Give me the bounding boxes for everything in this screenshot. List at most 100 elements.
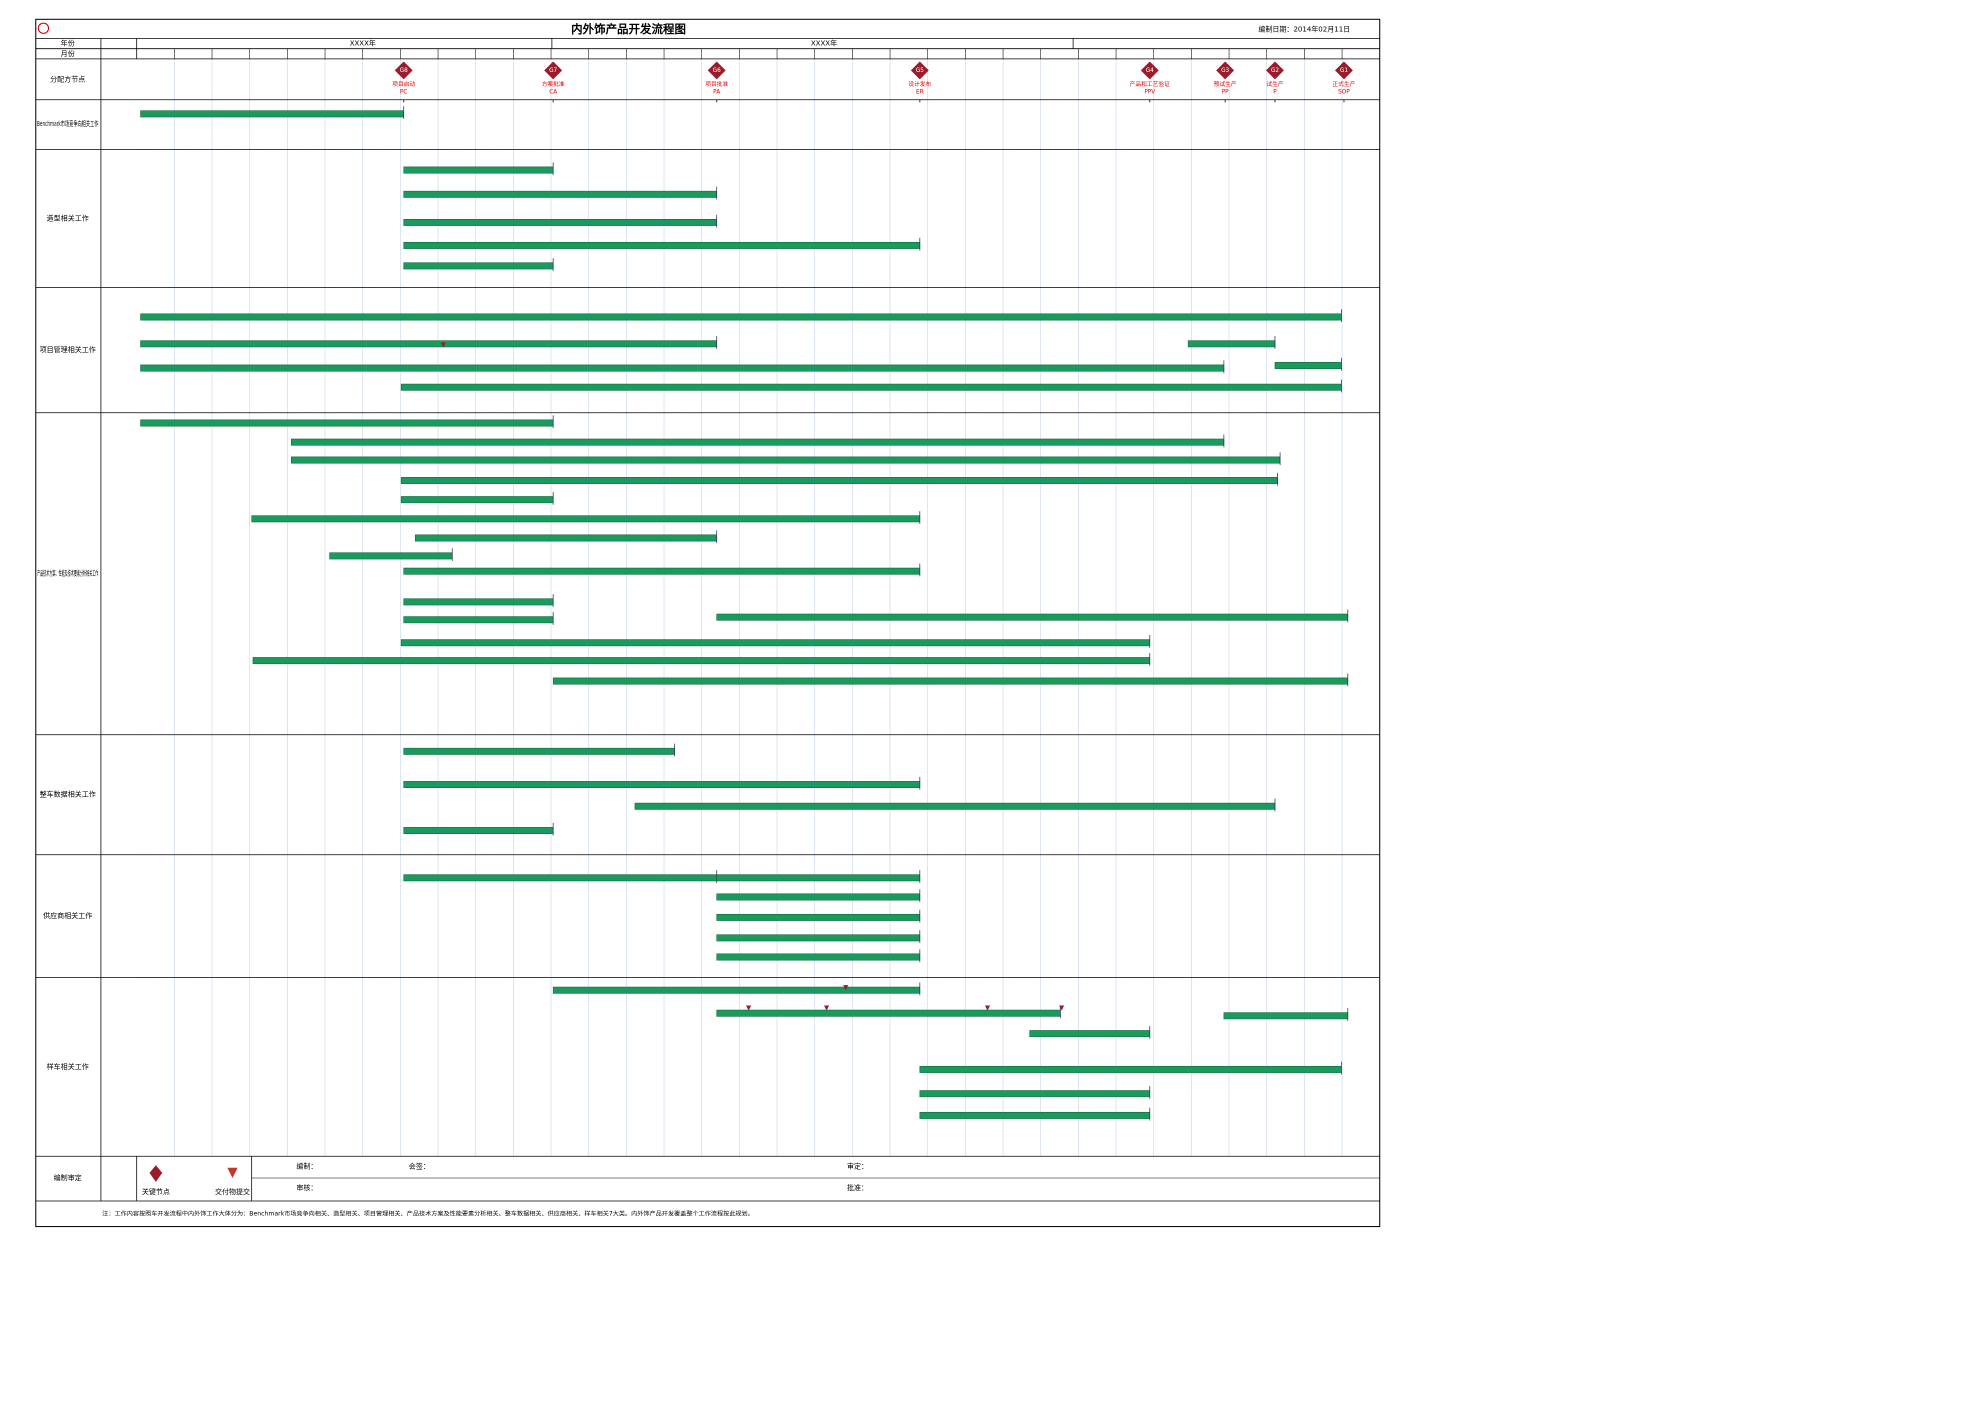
task-bar [400, 383, 1342, 391]
task-bar [403, 781, 921, 788]
deliverable-marker [843, 985, 849, 991]
milestone-code: G8 [400, 68, 408, 74]
milestone-name: 正式生产 [1332, 80, 1355, 88]
row-label: 供应商相关工作 [43, 911, 92, 920]
logo [37, 22, 50, 34]
task-bar [403, 262, 554, 270]
milestone-name: 产品和工艺验证 [1130, 80, 1170, 88]
title: 内外饰产品开发流程图 [571, 22, 686, 36]
frame [35, 18, 1381, 1228]
task-bar [140, 313, 1342, 321]
milestone-name: 试生产 [1266, 80, 1283, 88]
legend-triangle [227, 1167, 238, 1179]
task-bar [716, 1009, 1061, 1017]
deliverable-marker [824, 1005, 830, 1011]
year: XXXX年 [350, 39, 376, 48]
task-bar [400, 639, 1151, 647]
milestone-abbr: SOP [1338, 90, 1350, 96]
milestone-code: G5 [916, 68, 924, 74]
row-label: 样车相关工作 [47, 1062, 89, 1071]
task-bar [716, 893, 921, 901]
task-bar [403, 166, 554, 174]
milestone-code: G6 [713, 68, 721, 74]
milestone-name: 项目批准 [705, 80, 728, 88]
row-label: 项目管理相关工作 [40, 345, 96, 354]
milestone-abbr: PPV [1144, 90, 1155, 96]
task-bar [291, 456, 1281, 464]
milestone-diamond [707, 61, 726, 80]
milestone-name: 项目启动 [392, 80, 415, 88]
task-bar [552, 986, 921, 994]
row-label: 整车数据相关工作 [40, 790, 96, 799]
task-bar [1187, 340, 1276, 348]
milestone-code: G3 [1221, 68, 1229, 74]
row-label: 产品技术方案、性能及技术要素分析相关工作 [37, 569, 98, 578]
signoff-field: 编制： [296, 1162, 317, 1171]
milestone-name: 设计发布 [908, 80, 931, 88]
task-bar [919, 1065, 1342, 1073]
row-label: 造型相关工作 [47, 214, 89, 223]
task-bar [919, 1111, 1151, 1119]
task-bar [140, 340, 717, 348]
task-bar [329, 552, 453, 560]
signoff-field: 审定： [847, 1162, 868, 1171]
milestone-code: G4 [1146, 68, 1154, 74]
milestone-name: 方案批准 [542, 80, 565, 88]
task-bar [403, 218, 717, 226]
signoff-field: 审核： [296, 1183, 317, 1192]
task-bar [403, 827, 554, 834]
milestone-diamond [1335, 61, 1353, 80]
deliverable-marker [984, 1005, 991, 1011]
milestone-abbr: PA [713, 90, 720, 96]
signoff-field: 会签： [409, 1162, 430, 1171]
deliverable-marker [746, 1005, 752, 1011]
milestone-diamond [394, 61, 413, 80]
task-bar [400, 477, 1278, 484]
task-bar [414, 534, 717, 542]
task-bar [634, 802, 1276, 810]
task-bar [1223, 1012, 1349, 1020]
label: 月份 [61, 49, 75, 58]
row-label: 分配方节点 [50, 74, 85, 83]
task-bar [403, 598, 554, 606]
task-bar [552, 677, 1349, 685]
milestone-diamond [1216, 61, 1235, 80]
task-bar [716, 874, 921, 882]
task-bar [403, 874, 717, 882]
task-bar [291, 438, 1225, 446]
milestone-code: G2 [1271, 68, 1279, 74]
legend-label: 交付物提交 [215, 1187, 250, 1196]
legend-label: 关键节点 [142, 1187, 170, 1196]
task-bar [716, 953, 921, 961]
task-bar [919, 1090, 1151, 1098]
milestone-diamond [910, 61, 929, 80]
milestone-code: G7 [549, 68, 557, 74]
milestone-abbr: PP [1222, 90, 1229, 96]
task-bar [403, 567, 921, 575]
row-label: Benchmark市场竞争向相关工作 [37, 119, 98, 128]
task-bar [716, 934, 921, 942]
task-bar [1029, 1030, 1151, 1038]
signoff-field: 批准： [847, 1183, 868, 1192]
label: 年份 [61, 39, 75, 48]
year: XXXX年 [811, 39, 837, 48]
task-bar [403, 747, 675, 755]
deliverable-marker [1059, 1005, 1065, 1011]
task-bar [403, 616, 554, 624]
task-bar [1274, 362, 1342, 369]
legend-diamond [149, 1165, 163, 1182]
task-bar [252, 657, 1151, 665]
task-bar [403, 241, 921, 249]
milestone-abbr: CA [549, 90, 557, 96]
date: 编制日期：2014年02月11日 [1258, 25, 1350, 34]
milestone-code: G1 [1340, 68, 1348, 74]
task-bar [403, 190, 717, 198]
row-label: 编制审定 [54, 1173, 82, 1182]
note: 注：工作内容按照车开发流程中内外饰工作大体分为：Benchmark市场竞争向相关… [102, 1209, 754, 1217]
task-bar [251, 515, 921, 523]
task-bar [716, 913, 921, 921]
task-bar [140, 110, 404, 118]
milestone-abbr: PC [400, 90, 407, 96]
task-bar [140, 364, 1225, 372]
